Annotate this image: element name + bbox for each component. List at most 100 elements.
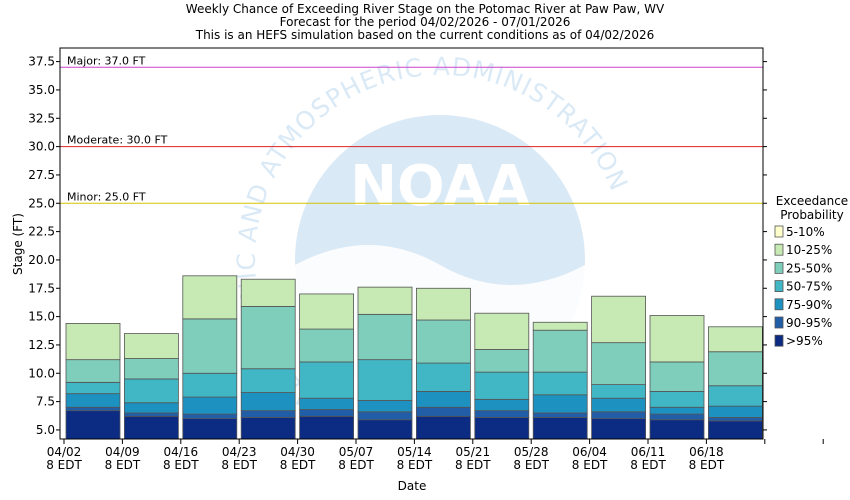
bar-week-1-band-5 xyxy=(124,333,179,359)
bar-week-1-band-2 xyxy=(124,402,179,414)
y-tick-label-1: 7.5 xyxy=(36,395,55,409)
bar-week-3-band-4 xyxy=(240,305,296,370)
bar-week-7-band-0 xyxy=(474,417,530,440)
x-tick-label-time-4: 8 EDT xyxy=(280,458,316,472)
legend-swatch-1 xyxy=(774,243,784,256)
x-tick-label-time-1: 8 EDT xyxy=(105,458,141,472)
legend-label-2: 25-50% xyxy=(786,261,832,275)
bar-week-4-band-2 xyxy=(299,397,355,410)
y-tick-label-13: 37.5 xyxy=(28,55,55,69)
bar-week-9-band-5 xyxy=(591,295,646,344)
x-axis-label: Date xyxy=(398,479,427,493)
x-tick-label-date-0: 04/02 xyxy=(47,445,82,459)
bar-week-1-band-3 xyxy=(124,378,179,404)
legend-swatch-0 xyxy=(774,225,784,238)
y-tick-label-2: 10.0 xyxy=(28,366,55,380)
legend: Exceedance Probability 5-10% 10-25% 25-50%… xyxy=(774,194,848,348)
bar-week-1-band-4 xyxy=(124,358,179,380)
bar-week-9-band-0 xyxy=(591,418,646,440)
bar-week-0-band-2 xyxy=(65,393,121,408)
bar-week-1-band-0 xyxy=(124,415,179,440)
bar-week-11-band-1 xyxy=(708,417,763,422)
x-tick-label-time-5: 8 EDT xyxy=(338,458,374,472)
legend-swatch-5 xyxy=(774,316,784,329)
chart-title-line-2: Forecast for the period 04/02/2026 - 07/… xyxy=(280,15,571,29)
bar-week-4-band-5 xyxy=(299,293,355,330)
x-tick-label-date-2: 04/16 xyxy=(164,445,199,459)
bar-week-4-band-4 xyxy=(299,328,355,363)
legend-title-line-2: Probability xyxy=(780,208,843,222)
bar-week-8-band-1 xyxy=(532,412,588,418)
bar-week-4-band-1 xyxy=(299,409,355,417)
bar-week-2-band-0 xyxy=(182,418,238,440)
y-tick-label-0: 5.0 xyxy=(36,423,55,437)
bar-week-3-band-5 xyxy=(240,278,296,307)
bar-week-11-band-2 xyxy=(708,405,763,418)
bar-week-4-band-3 xyxy=(299,361,355,399)
bar-week-8-band-3 xyxy=(532,371,588,396)
x-tick-label-time-2: 8 EDT xyxy=(163,458,199,472)
bar-week-0-band-3 xyxy=(65,381,121,395)
bar-week-7-band-4 xyxy=(474,349,530,373)
bar-week-0-band-5 xyxy=(65,322,121,361)
bar-week-5-band-1 xyxy=(357,411,413,421)
bar-week-2-band-1 xyxy=(182,413,238,420)
bar-week-8-band-4 xyxy=(532,329,588,373)
legend-label-0: 5-10% xyxy=(786,225,825,239)
bar-week-2-band-2 xyxy=(182,396,238,415)
threshold-label-2: Minor: 25.0 FT xyxy=(67,190,146,203)
bar-week-7-band-1 xyxy=(474,410,530,418)
bar-week-0-band-1 xyxy=(65,406,121,412)
noaa-logo-text: NOAA xyxy=(350,154,530,219)
legend-swatch-6 xyxy=(774,334,784,347)
bar-week-6-band-5 xyxy=(415,287,471,321)
bar-week-8-band-2 xyxy=(532,394,588,414)
bar-week-5-band-4 xyxy=(357,313,413,361)
legend-label-6: >95% xyxy=(786,334,823,348)
bar-week-3-band-0 xyxy=(240,417,296,440)
bar-week-10-band-0 xyxy=(649,419,705,440)
x-tick-label-time-3: 8 EDT xyxy=(221,458,257,472)
chart-title-line-1: Weekly Chance of Exceeding River Stage o… xyxy=(186,2,665,16)
legend-swatch-4 xyxy=(774,298,784,311)
legend-title-line-1: Exceedance xyxy=(776,194,848,208)
bar-week-7-band-5 xyxy=(474,312,530,350)
bar-week-2-band-3 xyxy=(182,372,238,398)
y-tick-label-6: 20.0 xyxy=(28,253,55,267)
bar-week-6-band-1 xyxy=(415,406,471,417)
bar-week-6-band-4 xyxy=(415,319,471,364)
y-tick-label-7: 22.5 xyxy=(28,225,55,239)
threshold-label-0: Major: 37.0 FT xyxy=(67,54,146,67)
legend-label-4: 75-90% xyxy=(786,298,832,312)
bar-week-9-band-1 xyxy=(591,411,646,419)
bar-week-10-band-3 xyxy=(649,390,705,408)
y-tick-label-9: 27.5 xyxy=(28,168,55,182)
x-tick-label-date-9: 06/04 xyxy=(572,445,607,459)
bar-week-0-band-0 xyxy=(65,410,121,440)
bar-week-10-band-4 xyxy=(649,361,705,392)
chart-axes xyxy=(59,47,764,440)
x-tick-label-date-4: 04/30 xyxy=(280,445,315,459)
legend-label-5: 90-95% xyxy=(786,316,832,330)
x-tick-label-date-7: 05/21 xyxy=(456,445,491,459)
bar-week-8-band-5 xyxy=(532,321,588,331)
x-tick-label-time-10: 8 EDT xyxy=(630,458,666,472)
x-tick-label-date-10: 06/11 xyxy=(631,445,666,459)
bar-week-8-band-0 xyxy=(532,417,588,440)
legend-label-1: 10-25% xyxy=(786,243,832,257)
legend-swatch-3 xyxy=(774,280,784,293)
bar-week-9-band-2 xyxy=(591,397,646,413)
x-tick-label-time-0: 8 EDT xyxy=(46,458,82,472)
legend-label-3: 50-75% xyxy=(786,280,832,294)
bar-week-6-band-3 xyxy=(415,362,471,392)
y-tick-label-3: 12.5 xyxy=(28,338,55,352)
bar-week-10-band-2 xyxy=(649,406,705,415)
chart-title-line-3: This is an HEFS simulation based on the … xyxy=(195,28,655,42)
plot-frame xyxy=(59,47,764,440)
y-tick-label-12: 35.0 xyxy=(28,83,55,97)
x-tick-label-time-11: 8 EDT xyxy=(689,458,725,472)
y-axis-ticks: 5.0 7.5 10.0 12.5 15.0 17.5 20.0 22.5 25.0 27.5 30… xyxy=(28,55,767,437)
bar-week-7-band-3 xyxy=(474,371,530,400)
bar-week-0-band-4 xyxy=(65,359,121,383)
